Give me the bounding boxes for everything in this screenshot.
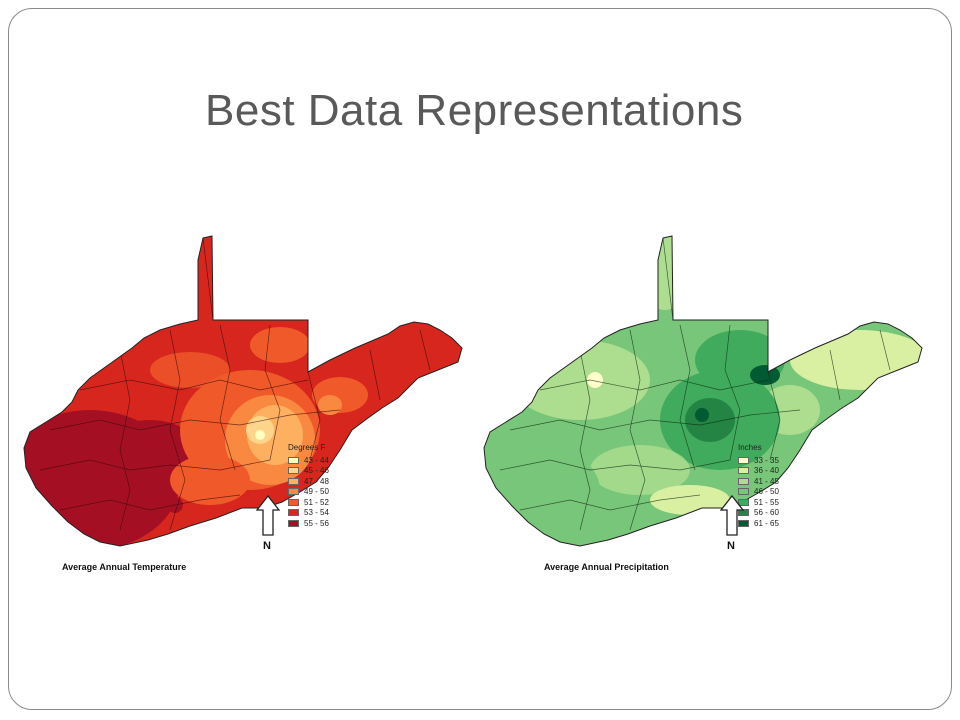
legend-label: 33 - 35 — [754, 455, 779, 465]
legend-row: 46 - 50 — [738, 487, 779, 498]
north-arrow-icon — [256, 495, 280, 536]
legend-row: 51 - 55 — [738, 497, 779, 508]
legend-label: 61 - 65 — [754, 518, 779, 528]
legend-label: 55 - 56 — [304, 518, 329, 528]
legend-label: 47 - 48 — [304, 476, 329, 486]
legend-swatch — [738, 477, 749, 485]
legend-label: 45 - 46 — [304, 466, 329, 476]
north-arrow: N — [256, 495, 280, 555]
north-arrow: N — [720, 495, 744, 555]
legend-row: 45 - 46 — [288, 466, 329, 477]
temperature-map-graphic — [23, 235, 463, 547]
north-arrow-icon — [720, 495, 744, 536]
legend-row: 53 - 54 — [288, 508, 329, 519]
legend-title: Degrees F — [288, 443, 326, 452]
temperature-caption: Average Annual Temperature — [62, 562, 187, 572]
legend-swatch — [288, 509, 299, 517]
temperature-legend: Degrees F 43 - 44 45 - 46 47 - 48 49 - 5… — [288, 443, 329, 529]
legend-label: 36 - 40 — [754, 466, 779, 476]
north-label: N — [263, 540, 271, 552]
legend-row: 36 - 40 — [738, 466, 779, 477]
legend-row: 47 - 48 — [288, 476, 329, 487]
legend-swatch — [738, 498, 749, 506]
legend-swatch — [288, 498, 299, 506]
legend-label: 49 - 50 — [304, 487, 329, 497]
precipitation-map: Inches 33 - 35 36 - 40 41 - 45 46 - 50 5… — [480, 230, 935, 585]
legend-row: 61 - 65 — [738, 518, 779, 529]
legend-row: 51 - 52 — [288, 497, 329, 508]
legend-swatch — [288, 467, 299, 475]
legend-label: 46 - 50 — [754, 487, 779, 497]
legend-row: 43 - 44 — [288, 455, 329, 466]
legend-label: 56 - 60 — [754, 508, 779, 518]
precipitation-map-graphic — [483, 235, 923, 547]
precipitation-caption: Average Annual Precipitation — [544, 562, 669, 572]
legend-row: 55 - 56 — [288, 518, 329, 529]
legend-swatch — [288, 519, 299, 527]
legend-label: 43 - 44 — [304, 455, 329, 465]
legend-swatch — [738, 519, 749, 527]
legend-swatch — [288, 488, 299, 496]
legend-title: Inches — [738, 443, 762, 452]
legend-row: 49 - 50 — [288, 487, 329, 498]
legend-row: 56 - 60 — [738, 508, 779, 519]
legend-row: 41 - 45 — [738, 476, 779, 487]
slide-title: Best Data Representations — [205, 86, 744, 135]
legend-row: 33 - 35 — [738, 455, 779, 466]
legend-label: 41 - 45 — [754, 476, 779, 486]
temperature-map: Degrees F 43 - 44 45 - 46 47 - 48 49 - 5… — [20, 230, 480, 585]
precipitation-legend: Inches 33 - 35 36 - 40 41 - 45 46 - 50 5… — [738, 443, 779, 529]
legend-swatch — [288, 456, 299, 464]
legend-swatch — [738, 488, 749, 496]
legend-label: 51 - 52 — [304, 497, 329, 507]
legend-label: 51 - 55 — [754, 497, 779, 507]
legend-swatch — [738, 467, 749, 475]
legend-label: 53 - 54 — [304, 508, 329, 518]
north-label: N — [727, 540, 735, 552]
legend-swatch — [738, 456, 749, 464]
legend-swatch — [288, 477, 299, 485]
